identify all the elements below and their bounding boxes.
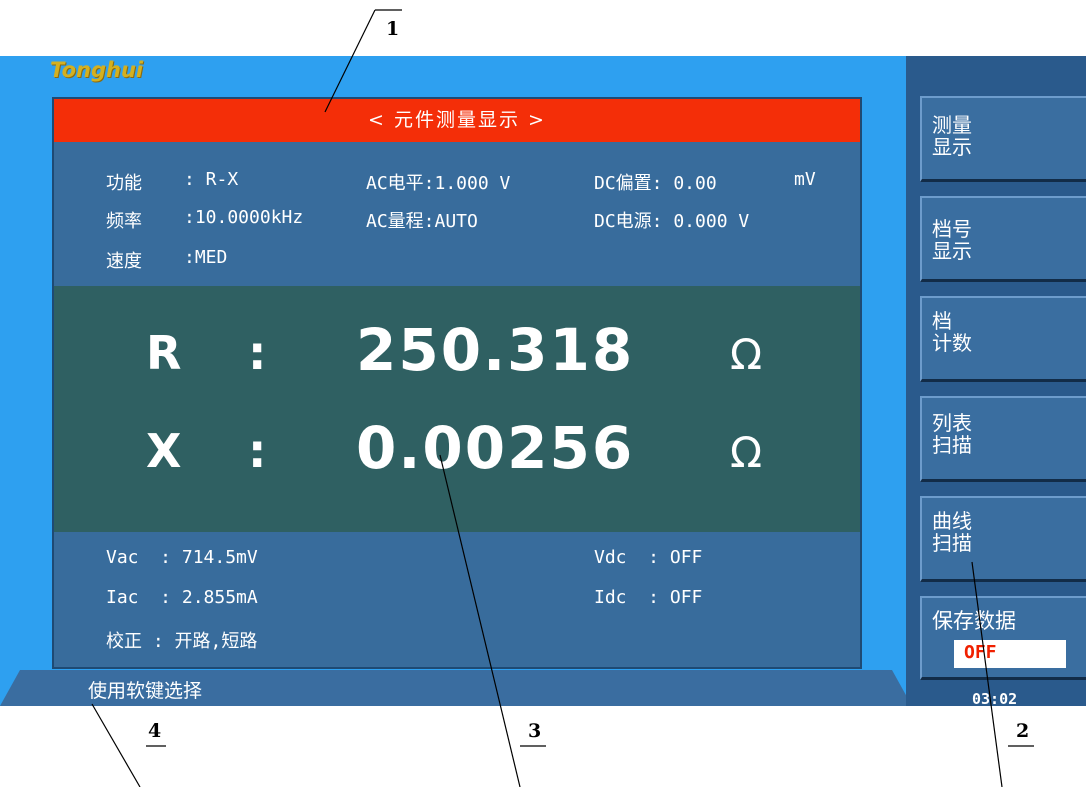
callout-2: 2 <box>1016 720 1030 742</box>
clock: 03:02 <box>972 690 1018 708</box>
ac-level: AC电平:1.000 V <box>366 173 511 194</box>
function-value: : R-X <box>184 169 239 190</box>
vdc-monitor: Vdc : OFF <box>594 547 703 568</box>
softkey-label: 测量 <box>932 113 972 137</box>
idc-monitor: Idc : OFF <box>594 587 703 608</box>
page-title: < 元件测量显示 > <box>54 99 860 142</box>
iac-monitor: Iac : 2.855mA <box>106 587 258 608</box>
lcd-screen: < 元件测量显示 > 功能 : R-X AC电平:1.000 V DC偏置: 0… <box>52 97 862 669</box>
secondary-param: X <box>146 424 182 478</box>
callout-4: 4 <box>148 720 162 742</box>
dc-bias-unit: mV <box>794 169 816 190</box>
dc-bias: DC偏置: 0.00 <box>594 173 717 194</box>
secondary-value: 0.00256 <box>356 414 635 482</box>
save-data-state-box: OFF <box>954 640 1066 668</box>
correction-status: 校正 : 开路,短路 <box>106 631 258 652</box>
softkey-bin-count[interactable]: 档 计数 <box>920 296 1086 382</box>
primary-value: 250.318 <box>356 316 635 384</box>
softkey-label: 档 <box>932 309 952 333</box>
secondary-colon: : <box>248 424 267 478</box>
softkey-label: 列表 <box>932 411 972 435</box>
softkey-label: 计数 <box>932 331 972 355</box>
function-label: 功能 <box>106 173 142 194</box>
callout-1: 1 <box>386 18 400 40</box>
measurement-panel: R : 250.318 Ω X : 0.00256 Ω <box>54 286 860 532</box>
softkey-label: 曲线 <box>932 509 972 533</box>
secondary-unit: Ω <box>730 428 763 477</box>
status-bar <box>0 670 912 706</box>
speed-label: 速度 <box>106 251 142 272</box>
softkey-curve-sweep[interactable]: 曲线 扫描 <box>920 496 1086 582</box>
ac-range: AC量程:AUTO <box>366 211 478 232</box>
primary-param: R <box>146 326 182 380</box>
softkey-label: 扫描 <box>932 433 972 457</box>
status-message: 使用软键选择 <box>88 680 203 702</box>
softkey-label: 档号 <box>932 217 972 241</box>
softkey-measure-display[interactable]: 测量 显示 <box>920 96 1086 182</box>
softkey-label: 显示 <box>932 239 972 263</box>
primary-unit: Ω <box>730 330 763 379</box>
softkey-label: 扫描 <box>932 531 972 555</box>
softkey-list-sweep[interactable]: 列表 扫描 <box>920 396 1086 482</box>
brand-logo: Tonghui <box>50 58 144 82</box>
frequency-label: 频率 <box>106 211 142 232</box>
vac-monitor: Vac : 714.5mV <box>106 547 258 568</box>
softkey-label: 保存数据 <box>932 609 1016 633</box>
frequency-value: :10.0000kHz <box>184 207 304 228</box>
speed-value: :MED <box>184 247 228 268</box>
callout-3: 3 <box>528 720 542 742</box>
softkey-label: 显示 <box>932 135 972 159</box>
dc-source: DC电源: 0.000 V <box>594 211 750 232</box>
primary-colon: : <box>248 326 267 380</box>
save-data-state: OFF <box>964 642 997 663</box>
softkey-bin-display[interactable]: 档号 显示 <box>920 196 1086 282</box>
